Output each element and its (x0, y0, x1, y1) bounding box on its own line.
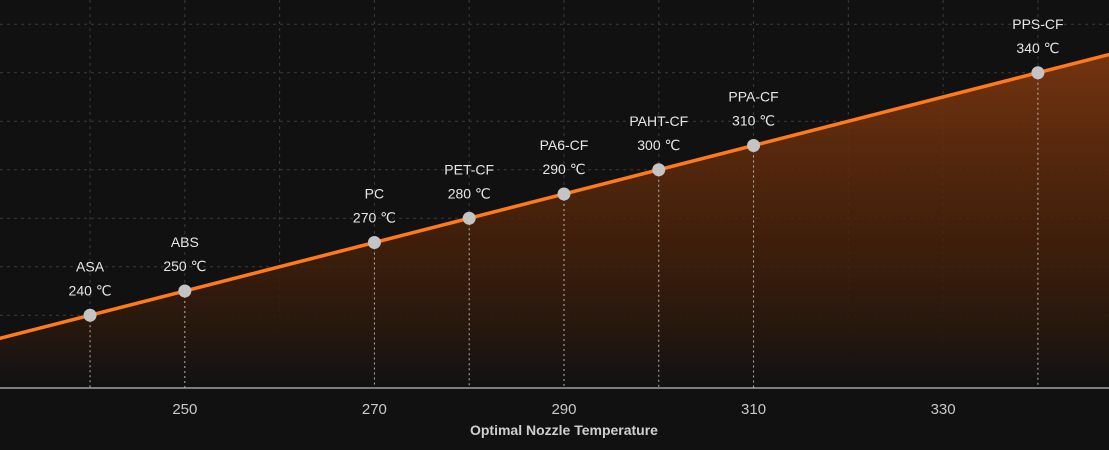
x-tick-label-330: 330 (931, 401, 956, 418)
x-tick-label-270: 270 (362, 401, 387, 418)
data-label-layer: ASA 240 ℃ ABS 250 ℃ PC 270 ℃ PET-CF 280 ℃ PA6-CF… (69, 16, 1064, 299)
data-point-paht-cf (652, 163, 666, 177)
data-point-abs (178, 284, 192, 298)
data-point-ppa-cf (747, 139, 761, 152)
data-label-temp-paht-cf: 300 ℃ (637, 137, 680, 153)
data-label-name-pps-cf: PPS-CF (1012, 16, 1063, 32)
data-label-name-pc: PC (365, 186, 384, 202)
x-axis-title: Optimal Nozzle Temperature (470, 422, 658, 438)
data-label-name-ppa-cf: PPA-CF (728, 89, 778, 105)
data-label-temp-pet-cf: 280 ℃ (448, 185, 491, 201)
x-tick-label-310: 310 (741, 401, 766, 418)
data-label-name-asa: ASA (76, 258, 105, 274)
area-fill (0, 54, 1109, 388)
x-tick-label-250: 250 (172, 401, 197, 418)
data-label-temp-pps-cf: 340 ℃ (1016, 40, 1059, 56)
data-label-name-paht-cf: PAHT-CF (629, 113, 688, 129)
x-tick-label-290: 290 (551, 401, 576, 418)
data-point-layer (83, 66, 1045, 322)
data-label-temp-pa6-cf: 290 ℃ (542, 161, 585, 177)
data-label-name-abs: ABS (171, 234, 199, 250)
data-point-pa6-cf (557, 187, 571, 201)
data-label-name-pa6-cf: PA6-CF (540, 137, 589, 153)
data-point-asa (83, 308, 97, 322)
x-axis: 250 270 290 310 330 (0, 387, 1109, 418)
data-label-name-pet-cf: PET-CF (444, 161, 494, 177)
data-label-temp-ppa-cf: 310 ℃ (732, 113, 775, 129)
area-layer (0, 54, 1109, 388)
drop-line-layer (89, 72, 1039, 388)
data-point-pps-cf (1031, 66, 1045, 80)
data-point-pc (367, 236, 381, 249)
data-label-temp-pc: 270 ℃ (353, 210, 396, 226)
data-label-temp-abs: 250 ℃ (163, 258, 206, 274)
data-label-temp-asa: 240 ℃ (69, 282, 112, 298)
data-point-pet-cf (462, 211, 476, 225)
